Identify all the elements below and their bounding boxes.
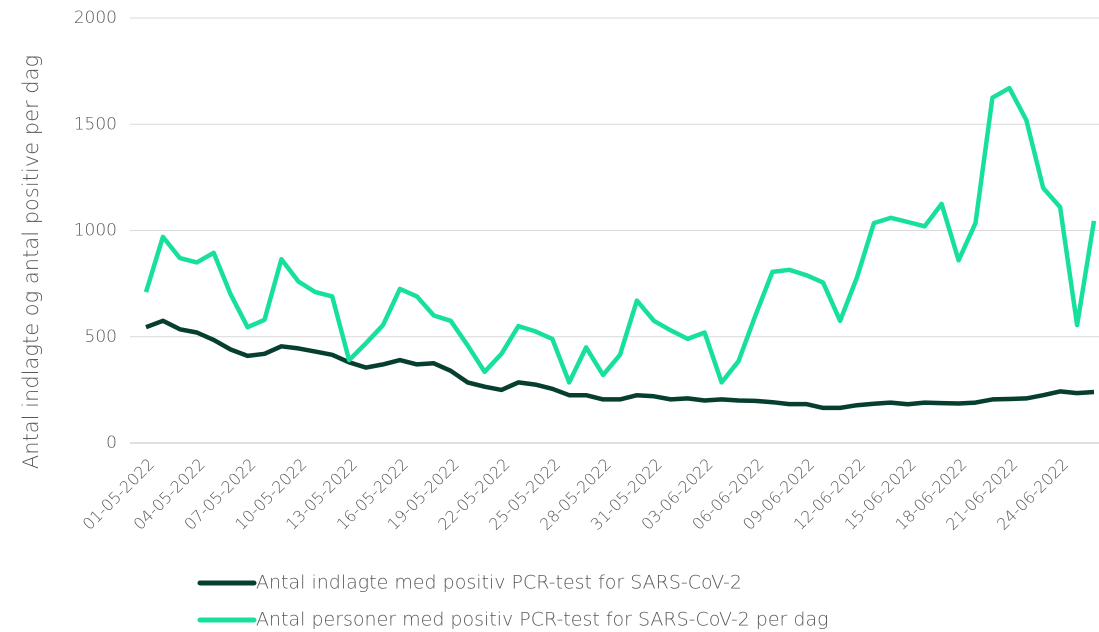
y-axis-title: Antal indlagte og antal positive per dag [19, 55, 43, 469]
series-line [143, 85, 1097, 385]
y-tick-label: 1000 [74, 221, 117, 241]
y-tick-label: 1500 [74, 114, 117, 134]
y-tick-label: 2000 [74, 8, 117, 28]
y-tick-label: 500 [85, 327, 117, 347]
legend-label: Antal indlagte med positiv PCR-test for … [256, 572, 742, 594]
legend-label: Antal personer med positiv PCR-test for … [256, 609, 829, 631]
y-tick-label: 0 [106, 433, 117, 453]
series-line [145, 318, 1095, 411]
